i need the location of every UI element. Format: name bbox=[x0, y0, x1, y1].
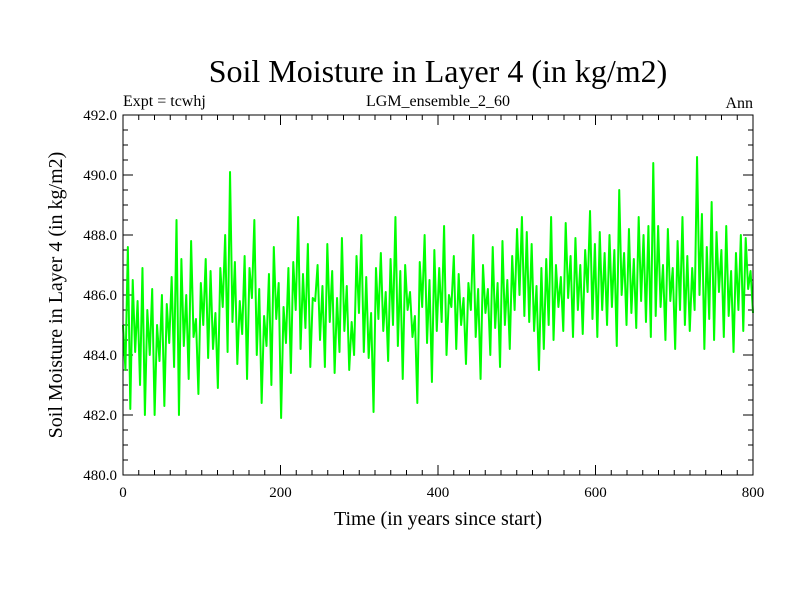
x-tick-label: 600 bbox=[584, 485, 607, 501]
x-tick-label: 0 bbox=[119, 485, 127, 501]
y-axis-label: Soil Moisture in Layer 4 (in kg/m2) bbox=[45, 152, 67, 439]
plot-frame bbox=[122, 114, 754, 476]
y-tick-label: 482.0 bbox=[83, 408, 117, 424]
x-tick-labels: 0 200 400 600 800 bbox=[119, 485, 764, 501]
subtitle-center: LGM_ensemble_2_60 bbox=[366, 93, 510, 110]
chart-title: Soil Moisture in Layer 4 (in kg/m2) bbox=[209, 53, 668, 89]
x-tick-label: 400 bbox=[427, 485, 450, 501]
y-tick-label: 484.0 bbox=[83, 348, 117, 364]
y-tick-label: 488.0 bbox=[83, 228, 117, 244]
series-layer bbox=[122, 156, 754, 419]
subtitle-left: Expt = tcwhj bbox=[123, 93, 206, 110]
y-tick-label: 492.0 bbox=[83, 108, 117, 124]
x-axis-label: Time (in years since start) bbox=[334, 508, 542, 530]
x-tick-label: 800 bbox=[742, 485, 765, 501]
y-tick-labels: 480.0 482.0 484.0 486.0 488.0 490.0 492.0 bbox=[83, 108, 117, 484]
x-tick-label: 200 bbox=[269, 485, 292, 501]
y-tick-label: 490.0 bbox=[83, 168, 117, 184]
series-line-soil_moisture_layer4 bbox=[122, 156, 754, 419]
y-tick-label: 486.0 bbox=[83, 288, 117, 304]
subtitle-right: Ann bbox=[725, 95, 753, 112]
y-tick-label: 480.0 bbox=[83, 468, 117, 484]
